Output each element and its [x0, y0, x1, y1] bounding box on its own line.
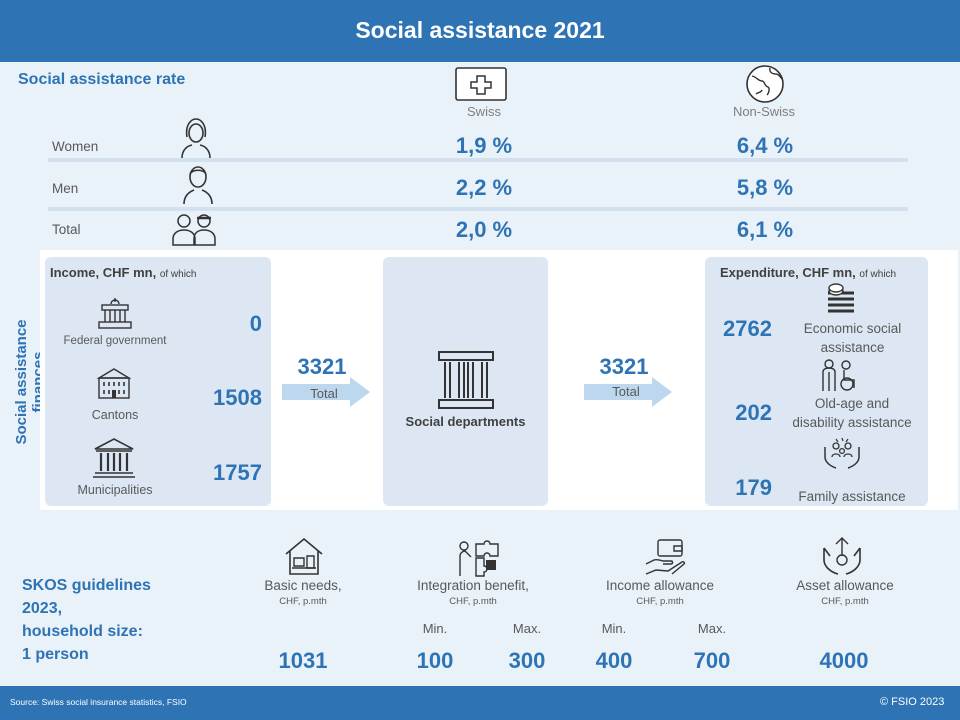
income-value-municipalities: 1757: [213, 460, 262, 485]
asset-hands-icon: [820, 534, 864, 576]
income-label-cantons: Cantons: [91, 408, 139, 422]
basic-needs-label: Basic needs,: [264, 578, 342, 593]
money-stack-icon: [824, 283, 858, 317]
social-departments-panel: [383, 257, 548, 506]
col-swiss: Swiss: [467, 104, 501, 119]
income-heading: Income, CHF mn, of which: [50, 265, 197, 280]
expenditure-total-label: Total: [612, 384, 640, 399]
income-value-federal: 0: [249, 311, 262, 336]
expenditure-total-value: 3321: [599, 354, 649, 379]
integration-benefit-unit: CHF, p.mth: [449, 596, 497, 607]
integration-min-value: 100: [416, 648, 454, 673]
women-swiss-rate: 1,9 %: [455, 133, 513, 158]
expenditure-value-family: 179: [735, 475, 772, 500]
people-group-icon: [170, 212, 218, 246]
women-nonswiss-rate: 6,4 %: [736, 133, 794, 158]
parliament-icon: [96, 296, 134, 330]
copyright: © FSIO 2023: [880, 696, 945, 708]
income-allowance-unit: CHF, p.mth: [636, 596, 684, 607]
expenditure-value-oldage: 202: [735, 400, 772, 425]
income-label-municipalities: Municipalities: [77, 483, 153, 497]
row-divider: [48, 207, 908, 211]
asset-allowance-value: 4000: [819, 648, 869, 673]
columns-building-icon: [437, 350, 495, 410]
wallet-hand-icon: [644, 536, 686, 576]
man-icon: [182, 163, 214, 205]
income-min-value: 400: [595, 648, 633, 673]
income-total-value: 3321: [297, 354, 347, 379]
health-card-icon: [455, 67, 507, 101]
expenditure-label-family: Family assistance: [798, 489, 906, 504]
title-bar: [0, 0, 960, 62]
integration-puzzle-icon: [456, 536, 500, 578]
canton-building-icon: [95, 366, 133, 400]
income-max-value: 700: [693, 648, 731, 673]
source-note: Source: Swiss social insurance statistic…: [10, 697, 187, 707]
total-swiss-rate: 2,0 %: [455, 217, 513, 242]
income-max-label: Max.: [697, 621, 727, 636]
skos-heading: SKOS guidelines 2023, household size: 1 …: [22, 577, 151, 663]
asset-allowance-label: Asset allowance: [796, 578, 894, 593]
expenditure-label-oldage-2: disability assistance: [792, 415, 912, 430]
integration-max-label: Max.: [512, 621, 542, 636]
expenditure-value-economic: 2762: [723, 316, 772, 341]
income-allowance-label: Income allowance: [605, 578, 715, 593]
home-basics-icon: [283, 536, 325, 576]
woman-icon: [180, 117, 212, 159]
family-hands-icon: [822, 437, 862, 471]
elderly-wheelchair-icon: [818, 358, 858, 392]
row-label-women: Women: [52, 139, 99, 154]
expenditure-label-economic-1: Economic social: [803, 321, 902, 336]
integration-min-label: Min.: [422, 621, 448, 636]
expenditure-label-economic-2: assistance: [820, 340, 885, 355]
income-min-label: Min.: [601, 621, 627, 636]
expenditure-label-oldage-1: Old-age and: [814, 396, 890, 411]
globe-icon: [744, 64, 786, 104]
income-label-federal: Federal government: [63, 335, 167, 347]
col-nonswiss: Non-Swiss: [732, 104, 796, 119]
men-swiss-rate: 2,2 %: [455, 175, 513, 200]
footer-bar: [0, 686, 960, 720]
integration-benefit-label: Integration benefit,: [417, 578, 529, 593]
flow-arrow-icon: [282, 377, 370, 407]
expenditure-panel: [705, 257, 928, 506]
basic-needs-unit: CHF, p.mth: [279, 596, 327, 607]
men-nonswiss-rate: 5,8 %: [736, 175, 794, 200]
basic-needs-value: 1031: [278, 648, 328, 673]
rate-heading: Social assistance rate: [18, 71, 186, 88]
total-nonswiss-rate: 6,1 %: [736, 217, 794, 242]
integration-max-value: 300: [508, 648, 546, 673]
row-label-men: Men: [52, 181, 79, 196]
town-hall-icon: [92, 437, 136, 479]
expenditure-heading: Expenditure, CHF mn, of which: [720, 265, 897, 280]
row-divider: [48, 158, 908, 162]
flow-arrow-icon: [584, 377, 672, 407]
asset-allowance-unit: CHF, p.mth: [821, 596, 869, 607]
income-panel: [45, 257, 271, 506]
row-label-total: Total: [52, 222, 81, 237]
page-title: Social assistance 2021: [355, 17, 605, 43]
finances-side-label: Social assistance finances: [13, 319, 47, 445]
social-departments-label: Social departments: [405, 414, 526, 429]
income-value-cantons: 1508: [213, 385, 262, 410]
income-total-label: Total: [310, 386, 338, 401]
